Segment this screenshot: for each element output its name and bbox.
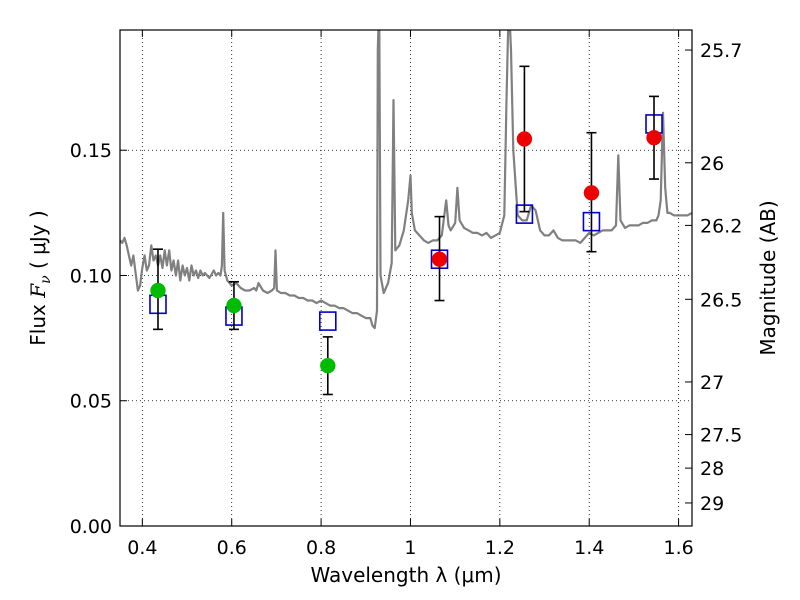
y2-tick-label: 27.5 (700, 425, 742, 447)
y2-axis-label: Magnitude (AB) (756, 200, 780, 355)
x-tick-label: 1.2 (485, 537, 515, 559)
y-axis-label-subscript: ν (38, 275, 54, 284)
observed-nir-point (646, 129, 662, 146)
observed-optical-point (226, 297, 242, 314)
y2-tick-label: 26.5 (700, 289, 742, 311)
observed-optical-point (150, 282, 166, 299)
y2-tick-label: 26 (700, 153, 724, 175)
axes-ticks: 0.4 0.6 0.8 1 1.2 1.4 1.6 0.00 0.05 0.10 0.15 25.7 2… (70, 30, 742, 559)
y2-tick-label: 29 (700, 493, 724, 515)
y2-tick-label: 25.7 (700, 40, 742, 62)
plot-frame (119, 29, 693, 527)
x-tick-label: 0.8 (306, 537, 336, 559)
grid (120, 30, 692, 526)
y-axis-label: Flux Fν ( μJy ) (26, 210, 54, 345)
y-axis-label-prefix: Flux (26, 298, 50, 346)
x-tick-label: 0.6 (217, 537, 247, 559)
x-tick-label: 1.4 (574, 537, 604, 559)
y-tick-label: 0.10 (70, 265, 112, 287)
model-photometry-square (318, 311, 337, 331)
y-axis-label-symbol: F (26, 283, 50, 299)
x-axis-label: Wavelength λ (μm) (310, 563, 501, 587)
observed-nir-point (583, 185, 600, 201)
y-axis-label-unit: ( μJy ) (26, 210, 50, 275)
x-tick-label: 0.4 (127, 537, 157, 559)
spectrum-line (120, 30, 692, 330)
x-tick-label: 1 (404, 537, 416, 559)
observed-optical-point (320, 357, 336, 374)
observed-nir-point (431, 251, 448, 267)
y-tick-label: 0.00 (70, 516, 112, 538)
observed-nir-point (516, 131, 533, 147)
y-tick-label: 0.05 (70, 391, 112, 413)
y2-tick-label: 26.2 (700, 215, 742, 237)
y2-tick-label: 28 (700, 458, 724, 480)
x-tick-label: 1.6 (663, 537, 693, 559)
plot-area (120, 30, 692, 396)
y-tick-label: 0.15 (70, 140, 112, 162)
y2-tick-label: 27 (700, 372, 724, 394)
